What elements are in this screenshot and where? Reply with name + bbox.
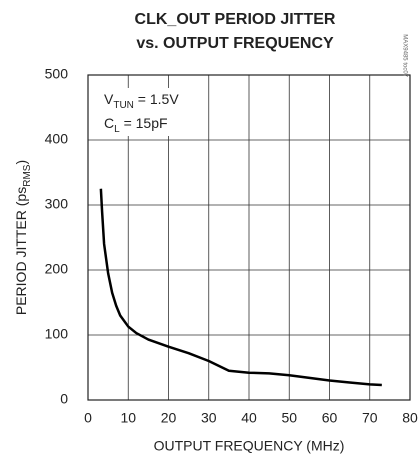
data-line xyxy=(99,188,382,387)
y-tick-label: 0 xyxy=(60,391,68,407)
side-note: MAX9485 toc07 xyxy=(401,34,407,77)
subscript: RMS xyxy=(22,164,33,187)
plot-frame xyxy=(87,74,411,401)
text-part: = 1.5V xyxy=(134,91,179,107)
annotation-bg xyxy=(97,88,177,112)
text-part: = 15pF xyxy=(120,115,168,131)
annotation-bg xyxy=(97,112,177,136)
x-tick-label: 10 xyxy=(120,410,136,426)
annotation: CL = 15pF xyxy=(104,115,168,135)
annotation: VTUN = 1.5V xyxy=(104,91,179,111)
subscript: L xyxy=(114,124,120,135)
x-tick-label: 50 xyxy=(281,410,297,426)
text-part: ) xyxy=(13,160,29,165)
text-part: PERIOD JITTER (ps xyxy=(13,187,29,315)
x-axis-label: OUTPUT FREQUENCY (MHz) xyxy=(154,438,345,454)
y-axis-label: PERIOD JITTER (psRMS) xyxy=(13,160,33,315)
y-tick-label: 200 xyxy=(45,261,69,277)
text-part: V xyxy=(104,91,114,107)
subscript: TUN xyxy=(113,100,134,111)
x-tick-label: 80 xyxy=(402,410,418,426)
chart-title: vs. OUTPUT FREQUENCY xyxy=(136,35,334,52)
x-tick-label: 0 xyxy=(84,410,92,426)
text-part: C xyxy=(104,115,114,131)
y-tick-label: 400 xyxy=(45,131,69,147)
x-tick-label: 30 xyxy=(201,410,217,426)
y-tick-label: 100 xyxy=(45,326,69,342)
x-tick-label: 20 xyxy=(161,410,177,426)
y-tick-label: 300 xyxy=(45,196,69,212)
chart-title: CLK_OUT PERIOD JITTER xyxy=(135,11,336,28)
x-tick-label: 70 xyxy=(362,410,378,426)
x-tick-label: 40 xyxy=(241,410,257,426)
y-tick-label: 500 xyxy=(45,66,69,82)
x-tick-label: 60 xyxy=(322,410,338,426)
